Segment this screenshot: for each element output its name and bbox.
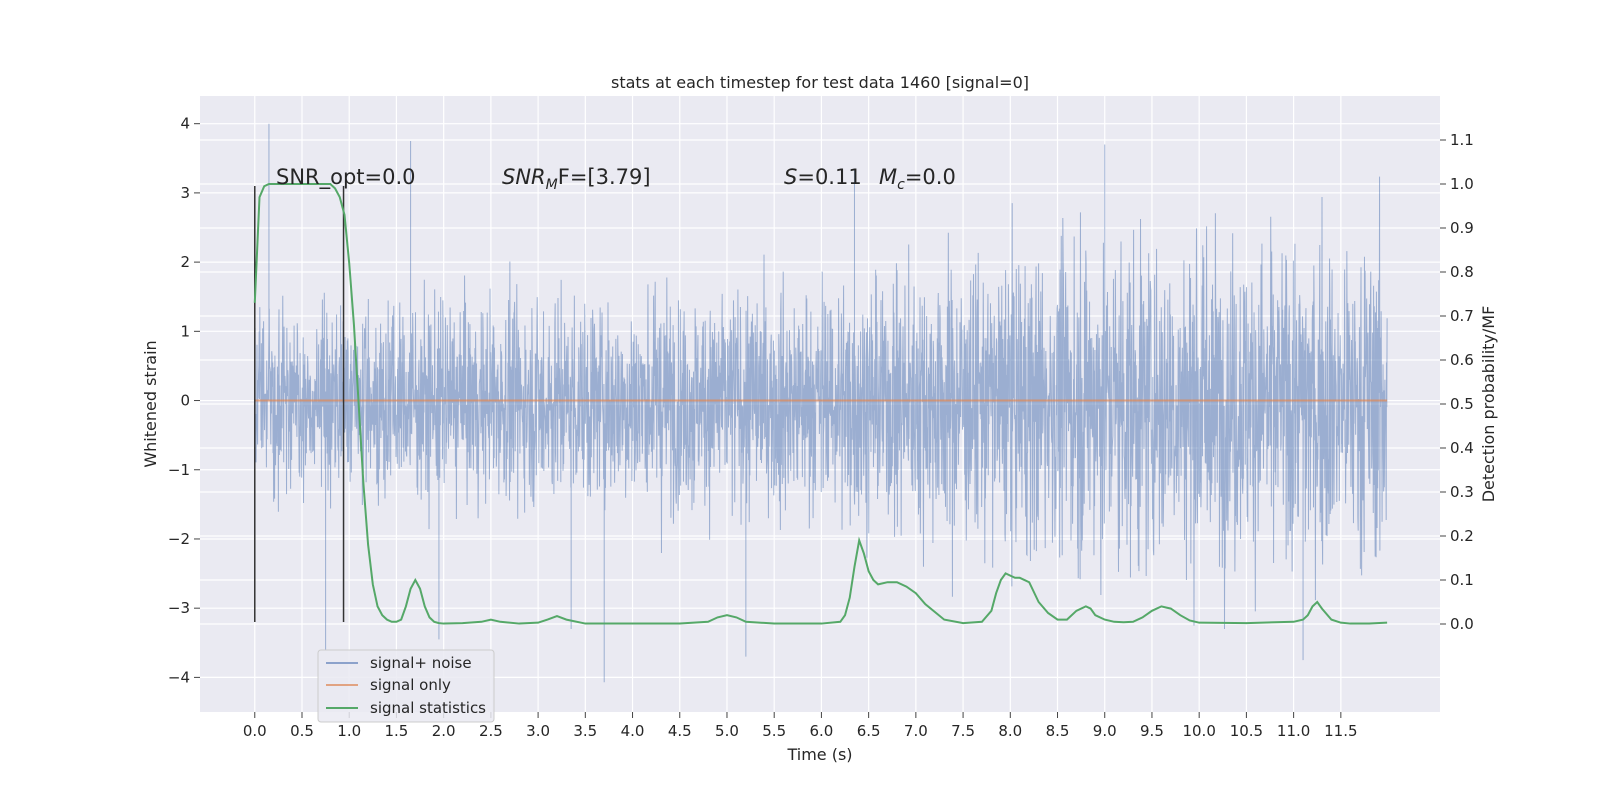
x-tick-label: 10.0 [1182,722,1215,740]
y-right-tick-label: 0.8 [1450,263,1474,281]
x-tick-label: 5.0 [715,722,739,740]
y-axis-left-label: Whitened strain [141,340,160,467]
s-value: =0.11 [797,165,861,189]
x-tick-label: 9.5 [1140,722,1164,740]
mc-subscript: c [897,177,905,193]
x-tick-label: 6.5 [857,722,881,740]
x-tick-label: 2.5 [479,722,503,740]
y-right-tick-label: 1.1 [1450,131,1474,149]
x-tick-label: 4.0 [621,722,645,740]
series-signal-statistics [253,183,1388,625]
y-axis-left-ticks: −4 −3 −2 −1 0 1 2 3 4 [168,115,200,686]
x-axis-ticks: 0.0 0.5 1.0 1.5 2.0 2.5 3.0 3.5 4.0 4.5 5.0 5.5 6.0 6… [243,712,1358,740]
x-tick-label: 10.5 [1230,722,1263,740]
y-right-tick-label: 0.4 [1450,439,1474,457]
s-symbol: S [784,165,797,189]
x-tick-label: 2.0 [432,722,456,740]
y-left-tick-label: 4 [180,115,190,133]
mc-symbol: M [879,165,897,189]
snr-mf-value: F=[3.79] [558,165,651,189]
series-signal-noise [254,123,1388,683]
y-right-tick-label: 0.1 [1450,571,1474,589]
legend-label-signal-noise: signal+ noise [370,654,472,672]
y-left-tick-label: 2 [180,253,190,271]
legend-label-signal-only: signal only [370,676,451,694]
y-left-tick-label: −3 [168,599,190,617]
annotation-snr-mf: SNRMF=[3.79] [502,165,651,193]
legend-box [317,649,495,723]
x-tick-label: 3.5 [573,722,597,740]
x-tick-label: 3.0 [526,722,550,740]
annotation-s: S=0.11 [784,165,862,189]
y-left-tick-label: −2 [168,530,190,548]
x-tick-label: 1.5 [385,722,409,740]
y-right-tick-label: 0.9 [1450,219,1474,237]
y-right-tick-label: 0.2 [1450,527,1474,545]
legend-label-signal-statistics: signal statistics [370,699,486,717]
snr-mf-subscript: M [546,177,558,193]
x-tick-label: 7.0 [904,722,928,740]
signal-statistics-line [253,183,1388,625]
mc-value: =0.0 [905,165,956,189]
y-right-tick-label: 0.7 [1450,307,1474,325]
x-tick-label: 0.5 [290,722,314,740]
y-right-tick-label: 0.0 [1450,615,1474,633]
vertical-markers [254,185,345,623]
annotation-snr-opt: SNR_opt=0.0 [276,165,416,190]
legend: signal+ noise signal only signal statist… [317,649,495,723]
x-tick-label: 0.0 [243,722,267,740]
x-tick-label: 1.0 [337,722,361,740]
x-tick-label: 4.5 [668,722,692,740]
x-tick-label: 11.5 [1324,722,1357,740]
x-axis-label: Time (s) [786,745,852,764]
x-tick-label: 7.5 [951,722,975,740]
annotation-mc: Mc=0.0 [879,165,956,193]
y-right-tick-label: 1.0 [1450,175,1474,193]
y-left-tick-label: 0 [180,392,190,410]
y-right-tick-label: 0.6 [1450,351,1474,369]
chart-title: stats at each timestep for test data 146… [611,73,1029,92]
y-right-tick-label: 0.5 [1450,395,1474,413]
y-left-tick-label: −1 [168,461,190,479]
x-tick-label: 11.0 [1277,722,1310,740]
x-tick-label: 8.5 [1046,722,1070,740]
x-tick-label: 8.0 [998,722,1022,740]
x-tick-label: 9.0 [1093,722,1117,740]
y-left-tick-label: −4 [168,668,190,686]
snr-mf-symbol: SNR [502,165,546,189]
y-axis-right-ticks: 0.0 0.1 0.2 0.3 0.4 0.5 0.6 0.7 0.8 0.9 1.0 1.1 [1440,131,1474,633]
signal-noise-line [254,123,1388,683]
x-tick-label: 6.0 [809,722,833,740]
y-right-tick-label: 0.3 [1450,483,1474,501]
y-left-tick-label: 1 [180,322,190,340]
y-axis-right-label: Detection probability/MF [1479,306,1498,503]
x-tick-label: 5.5 [762,722,786,740]
y-left-tick-label: 3 [180,184,190,202]
